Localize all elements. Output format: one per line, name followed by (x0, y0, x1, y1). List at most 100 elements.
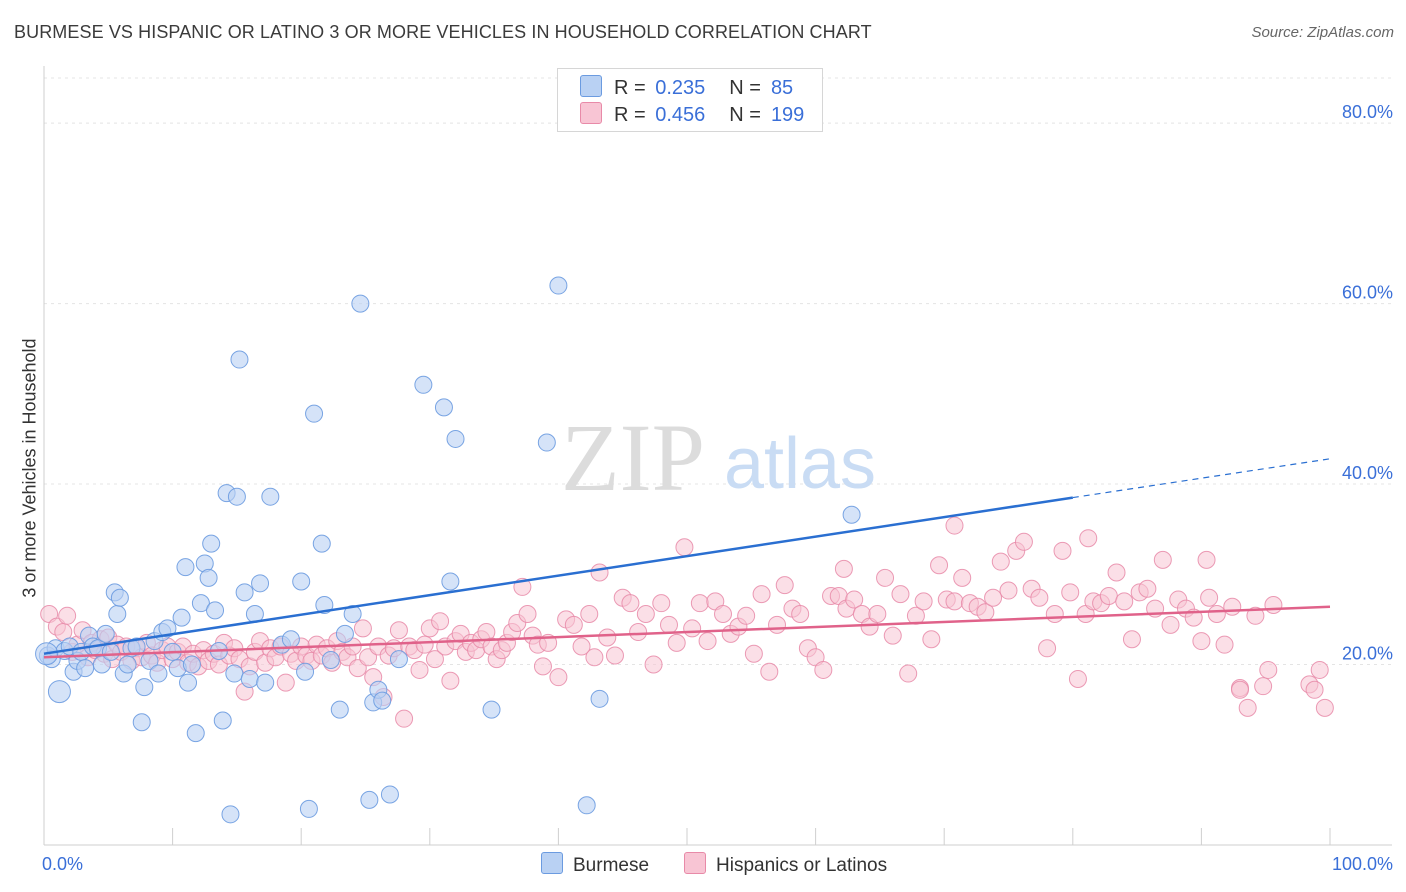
hispanic-point (585, 648, 604, 667)
burmese-point (321, 651, 340, 670)
hispanic-point (1310, 660, 1329, 679)
burmese-point (240, 669, 259, 688)
bottom-legend-hispanic: Hispanics or Latinos (684, 852, 887, 877)
burmese-point (47, 680, 71, 704)
hispanic-point (891, 585, 910, 604)
hispanic-point (659, 615, 678, 634)
burmese-point (110, 588, 129, 607)
burmese-point (434, 398, 453, 417)
burmese-trend-line (43, 496, 1073, 655)
hispanic-point (914, 592, 933, 611)
hispanic-point (389, 621, 408, 640)
correlation-legend: R = 0.235 N = 85 R = 0.456 N = 199 (557, 68, 823, 132)
hispanic-point (353, 619, 372, 638)
hispanic-point (533, 657, 552, 676)
hispanic-point (1014, 532, 1033, 551)
hispanic-point (1305, 680, 1324, 699)
hispanic-point (441, 671, 460, 690)
legend-swatch-hispanic (580, 102, 602, 124)
burmese-point (202, 534, 221, 553)
bottom-legend-swatch-hispanic (684, 852, 706, 874)
axes (43, 66, 1392, 846)
burmese-point (76, 659, 95, 678)
burmese-point (299, 799, 318, 818)
legend-r-label: R = (614, 104, 646, 126)
hispanic-point (629, 623, 648, 642)
legend-r-value: 0.456 (655, 104, 706, 126)
hispanic-point (549, 668, 568, 687)
hispanic-point (1030, 588, 1049, 607)
legend-row-burmese: R = 0.235 N = 85 (580, 75, 793, 101)
hispanic-point (899, 664, 918, 683)
hispanic-point (395, 709, 414, 728)
trend-lines (43, 458, 1331, 659)
hispanic-point (1254, 677, 1273, 696)
burmese-point (312, 534, 331, 553)
burmese-point (441, 572, 460, 591)
y-tick-label: 20.0% (1342, 644, 1393, 664)
burmese-point (281, 630, 300, 649)
hispanic-point (775, 576, 794, 595)
burmese-point (482, 700, 501, 719)
y-tick-label: 40.0% (1342, 463, 1393, 483)
burmese-point (199, 568, 218, 587)
hispanic-point (580, 604, 599, 623)
burmese-point (305, 404, 324, 423)
y-tick-label: 80.0% (1342, 102, 1393, 122)
burmese-point (158, 619, 177, 638)
hispanic-point (698, 632, 717, 651)
legend-n-value: 85 (770, 77, 794, 99)
hispanic-point (1192, 632, 1211, 651)
hispanic-point (845, 590, 864, 609)
hispanic-point (1264, 595, 1283, 614)
burmese-point (373, 691, 392, 710)
burmese-point (191, 594, 210, 613)
burmese-point (343, 604, 362, 623)
hispanic-point (683, 619, 702, 638)
hispanic-point (945, 516, 964, 535)
burmese-point (182, 655, 201, 674)
burmese-point (179, 673, 198, 692)
hispanic-point (667, 633, 686, 652)
hispanic-point (415, 635, 434, 654)
hispanic-point (1246, 606, 1265, 625)
burmese-point (590, 689, 609, 708)
burmese-point (296, 662, 315, 681)
hispanic-point (1053, 541, 1072, 560)
burmese-point (446, 429, 465, 448)
legend-row-hispanic: R = 0.456 N = 199 (580, 102, 804, 128)
hispanic-trend-line (43, 605, 1331, 659)
hispanic-point (1259, 660, 1278, 679)
watermark: ZIP atlas (561, 404, 876, 511)
hispanic-point (605, 646, 624, 665)
legend-swatch-burmese (580, 75, 602, 97)
bottom-legend-swatch-burmese (541, 852, 563, 874)
burmese-point (172, 608, 191, 627)
hispanic-point (598, 628, 617, 647)
hispanic-point (868, 604, 887, 623)
hispanic-point (621, 594, 640, 613)
hispanic-point (1161, 615, 1180, 634)
hispanic-point (1068, 669, 1087, 688)
burmese-point (206, 601, 225, 620)
burmese-point (360, 790, 379, 809)
burmese-point (261, 487, 280, 506)
hispanic-point (737, 606, 756, 625)
hispanic-point (1197, 550, 1216, 569)
hispanic-point (1200, 588, 1219, 607)
series-burmese-points (35, 276, 861, 824)
hispanic-point (876, 568, 895, 587)
burmese-point (101, 642, 120, 661)
grid-lines (44, 77, 1392, 666)
hispanic-point (1238, 698, 1257, 717)
burmese-point (149, 664, 168, 683)
hispanic-point (945, 592, 964, 611)
burmese-point (132, 713, 151, 732)
burmese-point (251, 574, 270, 593)
hispanic-point (984, 588, 1003, 607)
hispanic-point (768, 615, 787, 634)
hispanic-point (814, 660, 833, 679)
hispanic-point (991, 552, 1010, 571)
hispanic-point (652, 594, 671, 613)
